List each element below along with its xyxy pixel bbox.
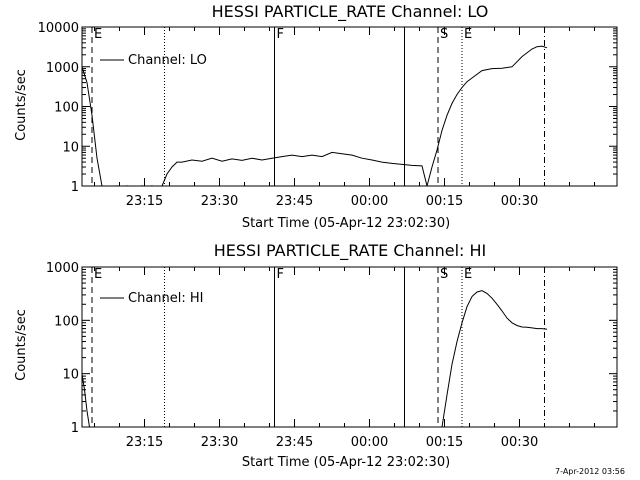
hi-y-tick-label: 10 <box>62 368 79 383</box>
lo-event-marker-letter: E <box>94 27 102 42</box>
hi-event-marker-letter: F <box>277 267 284 282</box>
hi-x-tick-label: 23:30 <box>201 435 238 450</box>
hi-y-tick-label: 100 <box>54 314 79 329</box>
lo-event-marker-letter: F <box>277 27 284 42</box>
hi-x-tick-label: 00:30 <box>501 435 538 450</box>
lo-legend: Channel: LO <box>100 53 207 68</box>
lo-chart-title: HESSI PARTICLE_RATE Channel: LO <box>212 2 489 22</box>
hi-x-tick-label: 23:15 <box>126 435 163 450</box>
hi-channel-panel: HESSI PARTICLE_RATE Channel: HI Counts/s… <box>14 241 618 470</box>
lo-x-tick-label: 00:30 <box>501 194 538 209</box>
hi-chart-title: HESSI PARTICLE_RATE Channel: HI <box>214 241 487 261</box>
hi-event-marker-letter: E <box>464 267 472 282</box>
hi-legend: Channel: HI <box>100 291 204 306</box>
hi-event-marker-letter: E <box>94 267 102 282</box>
lo-x-tick-label: 00:15 <box>426 194 463 209</box>
hi-x-tick-label: 00:00 <box>351 435 388 450</box>
hi-x-tick-label: 23:45 <box>276 435 313 450</box>
hi-y-axis-label: Counts/sec <box>14 309 29 381</box>
lo-x-tick-label: 00:00 <box>351 194 388 209</box>
hi-x-tick-label: 00:15 <box>426 435 463 450</box>
lo-x-axis-label: Start Time (05-Apr-12 23:02:30) <box>242 216 450 231</box>
lo-y-axis-label: Counts/sec <box>14 69 29 141</box>
footer-timestamp: 7-Apr-2012 03:56 <box>555 467 625 476</box>
hi-y-tick-label: 1 <box>71 421 79 436</box>
lo-x-tick-label: 23:45 <box>276 194 313 209</box>
lo-series-line <box>82 45 548 186</box>
lo-plot-frame <box>81 26 618 187</box>
hi-y-tick-label: 1000 <box>46 261 79 276</box>
lo-x-tick-label: 23:30 <box>201 194 238 209</box>
lo-y-tick-label: 1 <box>71 180 79 195</box>
lo-y-tick-label: 10000 <box>38 21 79 36</box>
lo-legend-label: Channel: LO <box>128 53 207 68</box>
hi-event-marker-letter: S <box>440 267 448 282</box>
lo-y-tick-label: 10 <box>62 140 79 155</box>
lo-y-tick-label: 1000 <box>46 61 79 76</box>
hi-x-axis-label: Start Time (05-Apr-12 23:02:30) <box>242 455 450 470</box>
hi-plot-frame <box>81 266 618 428</box>
lo-y-tick-label: 100 <box>54 101 79 116</box>
lo-event-marker-letter: E <box>464 27 472 42</box>
hi-legend-label: Channel: HI <box>128 291 204 306</box>
lo-channel-panel: HESSI PARTICLE_RATE Channel: LO Counts/s… <box>14 2 618 231</box>
hi-series-line <box>82 290 548 427</box>
lo-x-tick-label: 23:15 <box>126 194 163 209</box>
lo-event-marker-letter: S <box>440 27 448 42</box>
